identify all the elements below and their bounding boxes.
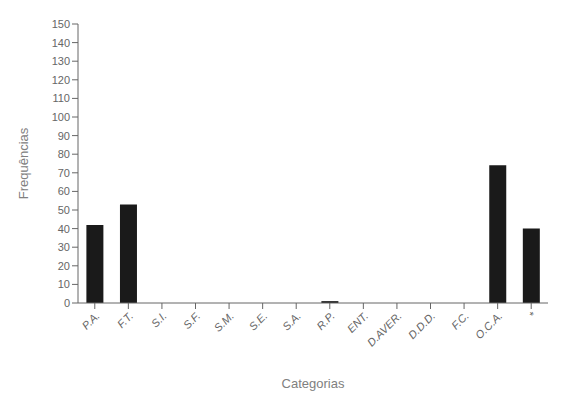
svg-text:*: * [527, 309, 539, 321]
svg-text:S.I.: S.I. [149, 309, 169, 329]
svg-text:D.D.D.: D.D.D. [406, 309, 438, 341]
svg-text:100: 100 [52, 111, 70, 123]
svg-text:R.P.: R.P. [314, 309, 337, 332]
svg-text:50: 50 [58, 204, 70, 216]
svg-text:10: 10 [58, 278, 70, 290]
svg-text:20: 20 [58, 260, 70, 272]
svg-text:120: 120 [52, 74, 70, 86]
svg-text:130: 130 [52, 55, 70, 67]
svg-text:F.C.: F.C. [449, 309, 471, 331]
svg-text:90: 90 [58, 130, 70, 142]
svg-text:40: 40 [58, 223, 70, 235]
svg-text:110: 110 [52, 92, 70, 104]
svg-text:0: 0 [64, 297, 70, 309]
svg-text:Categorias: Categorias [282, 376, 345, 391]
svg-text:60: 60 [58, 185, 70, 197]
svg-text:80: 80 [58, 148, 70, 160]
svg-text:S.F.: S.F. [181, 309, 203, 331]
svg-text:ENT.: ENT. [345, 309, 370, 334]
svg-text:S.A.: S.A. [280, 309, 303, 332]
svg-text:Frequências: Frequências [16, 127, 31, 199]
svg-text:S.M.: S.M. [212, 309, 236, 333]
svg-text:30: 30 [58, 241, 70, 253]
svg-text:140: 140 [52, 37, 70, 49]
svg-text:70: 70 [58, 167, 70, 179]
svg-text:O.C.A.: O.C.A. [473, 309, 505, 341]
svg-text:D.AVER.: D.AVER. [365, 309, 404, 348]
svg-text:P.A.: P.A. [80, 309, 102, 331]
svg-text:S.E.: S.E. [246, 309, 269, 332]
svg-text:F.T.: F.T. [115, 309, 136, 330]
svg-text:150: 150 [52, 18, 70, 30]
